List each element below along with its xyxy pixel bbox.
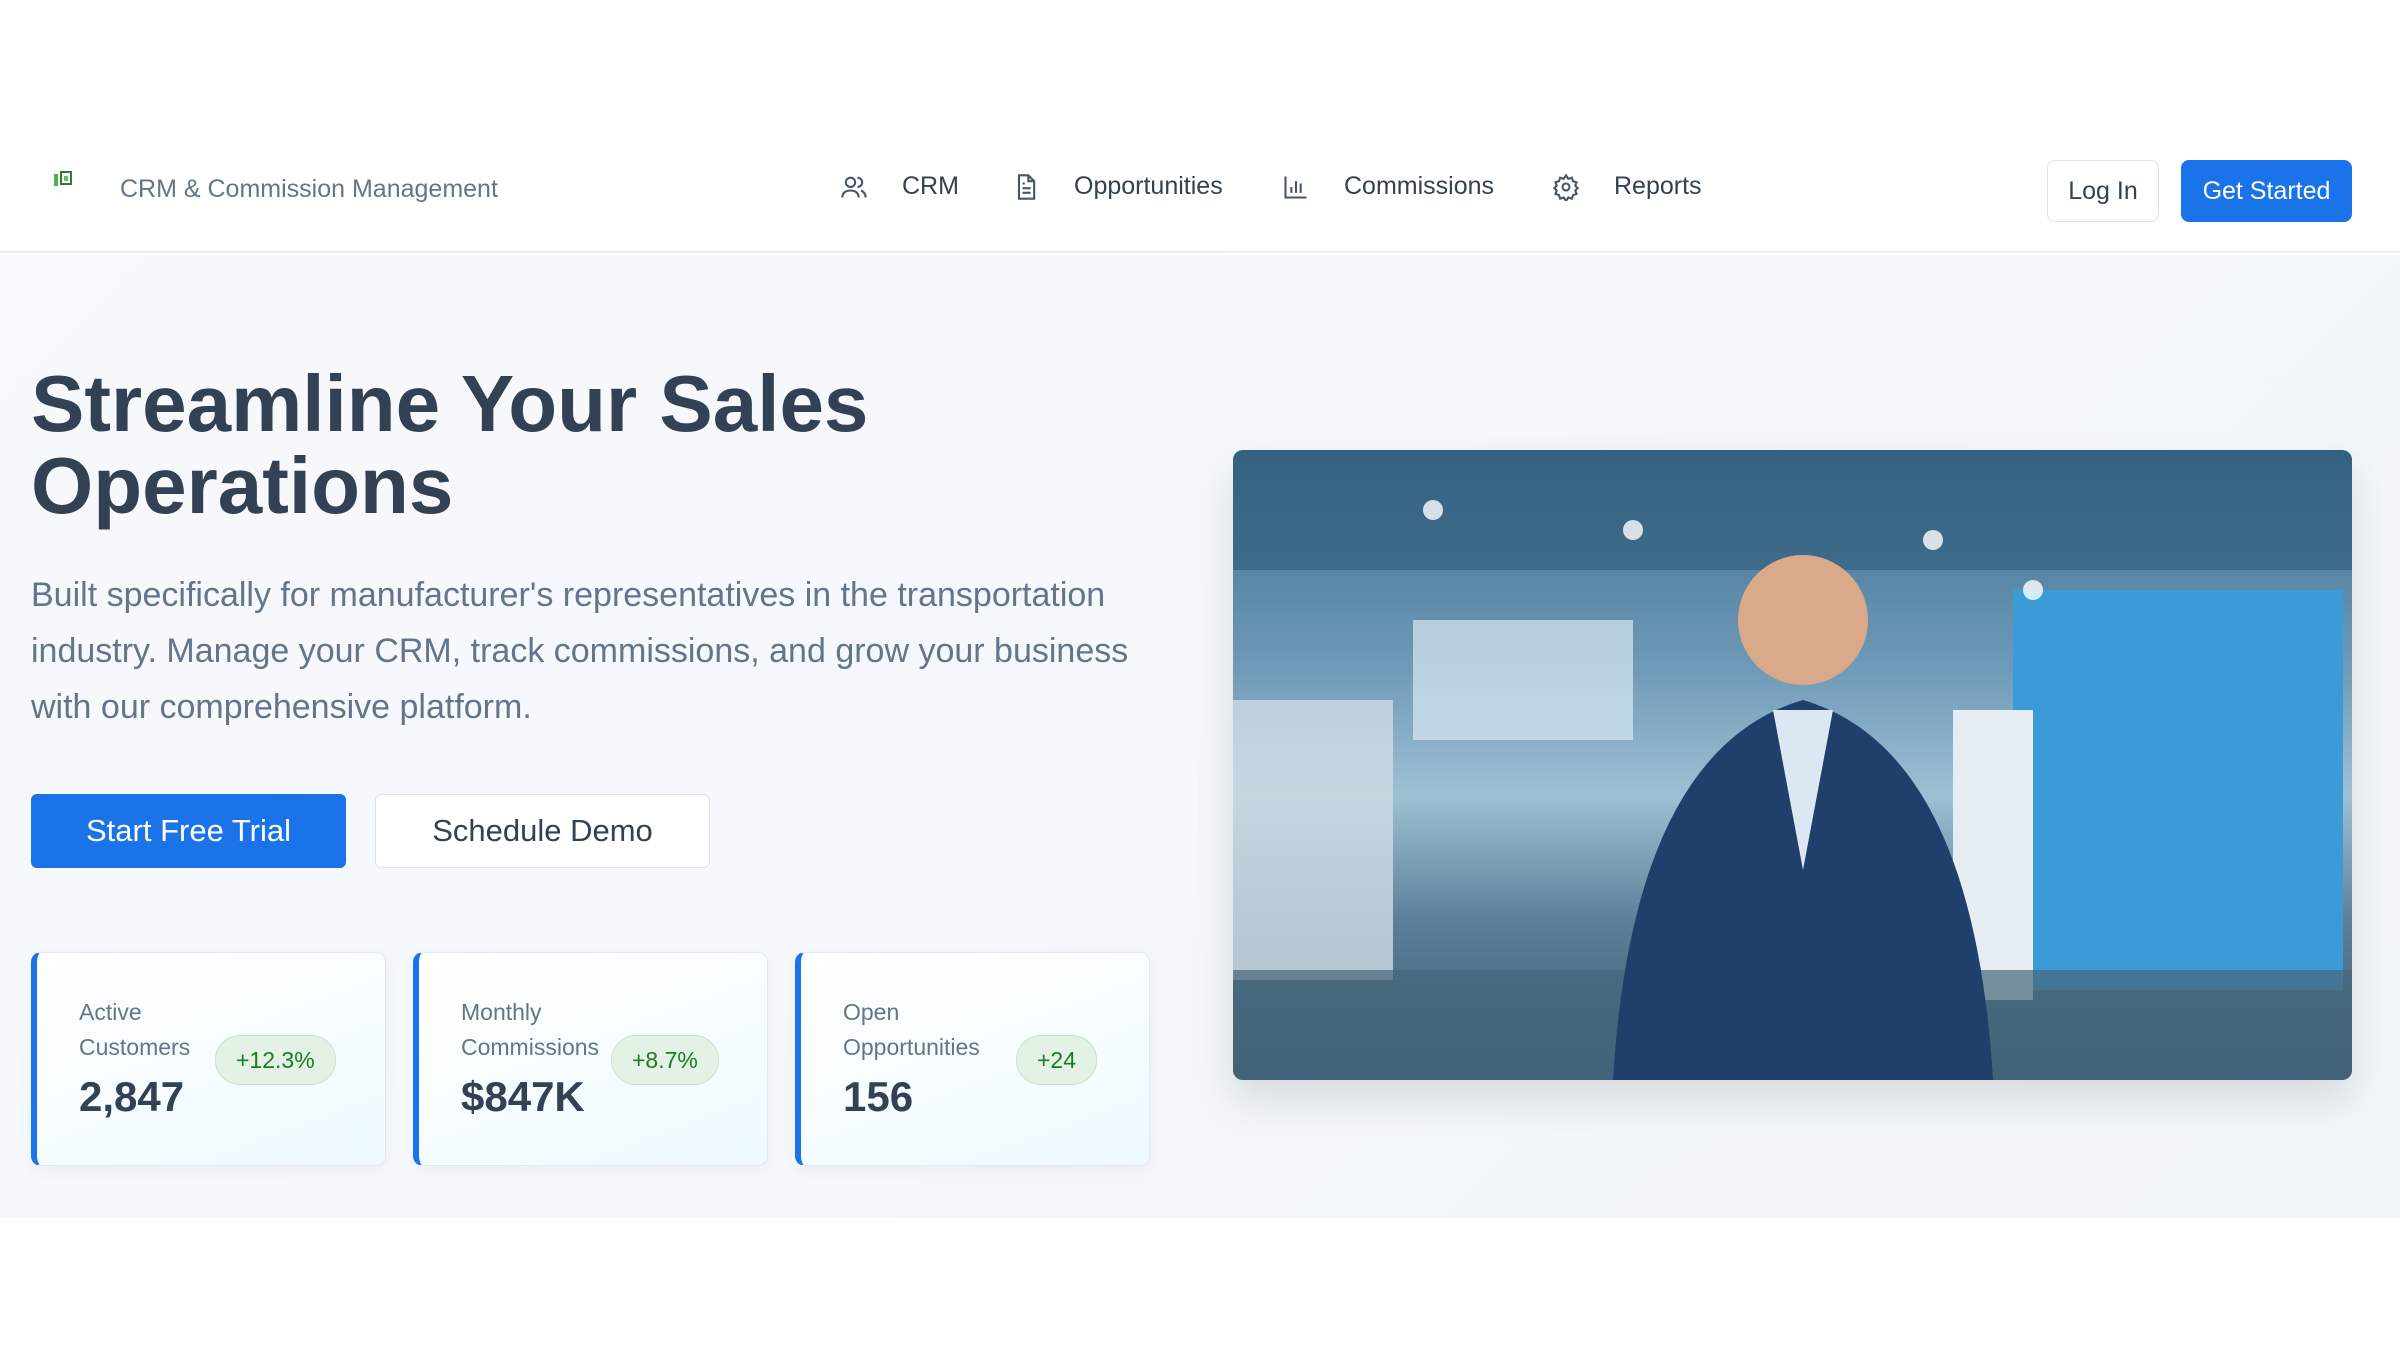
stat-value: 156 (843, 1073, 914, 1120)
gear-icon (1552, 172, 1580, 201)
nav-item-crm[interactable]: CRM (840, 172, 959, 201)
brand-name[interactable]: CRM & Commission Management (120, 175, 498, 203)
nav-item-label: Commissions (1344, 172, 1495, 200)
schedule-demo-button[interactable]: Schedule Demo (375, 794, 710, 868)
stat-label: Open Opportunities (843, 999, 980, 1060)
logo-icon[interactable] (52, 170, 78, 192)
stat-change-badge: +8.7% (611, 1035, 719, 1085)
stat-card-active-customers: Active Customers +12.3% 2,847 (31, 952, 386, 1166)
nav-item-label: CRM (902, 172, 959, 200)
document-icon (1017, 173, 1036, 200)
hero-image-illustration (1233, 450, 2352, 1080)
hero-description: Built specifically for manufacturer's re… (31, 576, 1129, 726)
bar-chart-icon (1284, 176, 1307, 199)
nav-item-label: Reports (1614, 172, 1702, 200)
stat-card-open-opportunities: Open Opportunities +24 156 (795, 952, 1150, 1166)
get-started-button[interactable]: Get Started (2181, 160, 2352, 222)
stat-label: Active Customers (79, 999, 191, 1060)
nav-item-reports[interactable]: Reports (1552, 172, 1702, 201)
stat-label: Monthly Commissions (461, 999, 600, 1060)
stat-value: $847K (461, 1073, 585, 1120)
hero-title: Streamline Your Sales Operations (31, 359, 869, 530)
nav-item-opportunities[interactable]: Opportunities (1012, 172, 1223, 201)
login-button[interactable]: Log In (2047, 160, 2159, 222)
hero-image (1233, 450, 2352, 1080)
top-navigation: CRM & Commission Management CRM Opportun… (0, 0, 2400, 253)
stat-change-badge: +12.3% (215, 1035, 336, 1085)
stat-change-badge: +24 (1016, 1035, 1098, 1085)
users-icon (841, 176, 867, 198)
start-free-trial-button[interactable]: Start Free Trial (31, 794, 346, 868)
stat-card-monthly-commissions: Monthly Commissions +8.7% $847K (413, 952, 768, 1166)
nav-item-commissions[interactable]: Commissions (1282, 172, 1494, 201)
nav-item-label: Opportunities (1074, 172, 1223, 200)
hero-section: Streamline Your Sales Operations Built s… (0, 255, 2400, 1218)
stat-value: 2,847 (79, 1073, 185, 1120)
